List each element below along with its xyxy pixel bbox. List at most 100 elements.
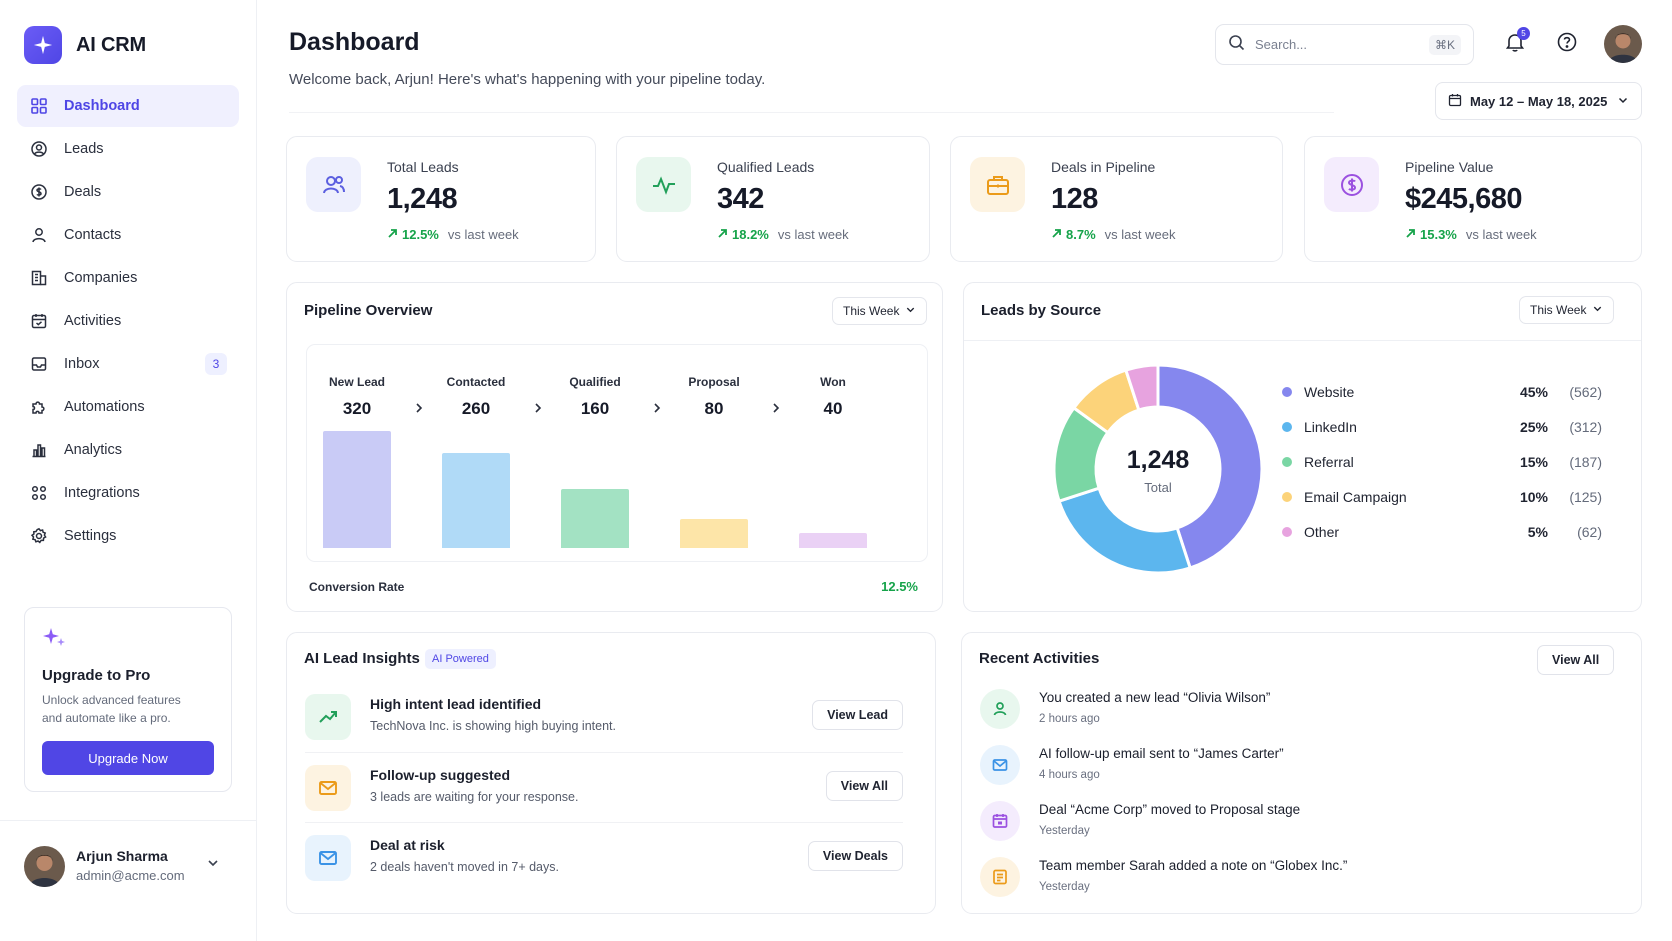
arrow-up-right-icon xyxy=(387,227,398,242)
insight-title: High intent lead identified xyxy=(370,696,542,712)
help-button[interactable] xyxy=(1554,31,1580,57)
activity-item: Deal “Acme Corp” moved to Proposal stage… xyxy=(980,798,1580,848)
date-range-picker[interactable]: May 12 – May 18, 2025 xyxy=(1435,82,1642,120)
search-placeholder: Search... xyxy=(1255,37,1308,52)
dollar-icon xyxy=(1324,157,1379,212)
insight-desc: 2 deals haven't moved in 7+ days. xyxy=(370,860,559,874)
grid-icon xyxy=(29,96,49,116)
legend-dot xyxy=(1282,422,1292,432)
donut-slice[interactable] xyxy=(1123,363,1160,412)
stat-card-deals-in-pipeline[interactable]: Deals in Pipeline 128 8.7% vs last week xyxy=(950,136,1283,262)
sidebar-item-contacts[interactable]: Contacts xyxy=(17,214,239,256)
sidebar-item-dashboard[interactable]: Dashboard xyxy=(17,85,239,127)
sidebar-item-deals[interactable]: Deals xyxy=(17,171,239,213)
sidebar-item-integrations[interactable]: Integrations xyxy=(17,472,239,514)
activity-item: You created a new lead “Olivia Wilson” 2… xyxy=(980,686,1580,736)
pipeline-bar[interactable] xyxy=(799,533,867,548)
pipeline-period-dropdown[interactable]: This Week xyxy=(832,297,928,325)
sidebar-item-label: Settings xyxy=(64,528,117,544)
pipeline-stage-label: Qualified xyxy=(569,375,621,389)
activity-time: 2 hours ago xyxy=(1039,713,1100,725)
activity-time: Yesterday xyxy=(1039,825,1090,837)
stat-trend: 18.2% vs last week xyxy=(717,227,849,242)
stat-value: 342 xyxy=(717,183,764,215)
pipeline-bar[interactable] xyxy=(323,431,391,548)
upgrade-desc: Unlock advanced features and automate lik… xyxy=(42,691,214,727)
view-deals-button[interactable]: View Deals xyxy=(807,841,903,871)
avatar[interactable] xyxy=(1604,25,1642,63)
notifications-button[interactable]: 5 xyxy=(1502,27,1530,57)
sidebar-item-analytics[interactable]: Analytics xyxy=(17,429,239,471)
stat-card-qualified-leads[interactable]: Qualified Leads 342 18.2% vs last week xyxy=(616,136,930,262)
legend-percent: 45% xyxy=(1519,384,1548,400)
legend-label: Other xyxy=(1304,524,1340,540)
ai-lead-insights-card: AI Lead Insights AI Powered High intent … xyxy=(286,632,936,914)
stat-card-pipeline-value[interactable]: Pipeline Value $245,680 15.3% vs last wee… xyxy=(1304,136,1642,262)
stat-trend-pct: 15.3% xyxy=(1420,227,1457,242)
calendar-icon xyxy=(1448,93,1462,110)
insight-item: Deal at risk 2 deals haven't moved in 7+… xyxy=(305,829,903,891)
search-input[interactable]: Search... ⌘K xyxy=(1215,24,1474,65)
stat-value: $245,680 xyxy=(1405,183,1522,215)
stat-card-total-leads[interactable]: Total Leads 1,248 12.5% vs last week xyxy=(286,136,596,262)
card-title: Pipeline Overview xyxy=(304,302,433,319)
legend-label: LinkedIn xyxy=(1304,419,1357,435)
sidebar-item-label: Automations xyxy=(64,399,145,415)
chevron-right-icon xyxy=(651,401,663,420)
donut-slice[interactable] xyxy=(1156,363,1264,570)
sidebar-item-label: Deals xyxy=(64,184,102,200)
pipeline-bar[interactable] xyxy=(442,453,510,548)
sidebar: AI CRM Dashboard Leads Deals Contacts Co… xyxy=(0,0,257,941)
view-lead-button[interactable]: View Lead xyxy=(812,700,903,730)
chevron-down-icon[interactable] xyxy=(206,856,220,875)
leads-source-period-dropdown[interactable]: This Week xyxy=(1519,296,1615,324)
legend-percent: 5% xyxy=(1527,524,1548,540)
sidebar-item-companies[interactable]: Companies xyxy=(17,257,239,299)
sidebar-item-label: Dashboard xyxy=(64,98,140,114)
upgrade-now-button[interactable]: Upgrade Now xyxy=(42,741,214,775)
brand[interactable]: AI CRM xyxy=(24,26,146,64)
legend-percent: 25% xyxy=(1519,419,1548,435)
pipeline-stage-label: Proposal xyxy=(688,375,740,389)
user-profile[interactable]: Arjun Sharma admin@acme.com xyxy=(0,820,257,941)
card-divider xyxy=(964,340,1641,341)
sidebar-item-leads[interactable]: Leads xyxy=(17,128,239,170)
insight-item: High intent lead identified TechNova Inc… xyxy=(305,688,903,750)
activity-item: Team member Sarah added a note on “Globe… xyxy=(980,854,1580,904)
legend-percent: 15% xyxy=(1519,454,1548,470)
insight-title: Follow-up suggested xyxy=(370,767,510,783)
legend-dot xyxy=(1282,457,1292,467)
pipeline-bar[interactable] xyxy=(561,489,629,548)
legend-percent: 10% xyxy=(1519,489,1548,505)
sidebar-item-label: Contacts xyxy=(64,227,122,243)
sidebar-item-label: Inbox xyxy=(64,356,100,372)
search-icon xyxy=(1228,34,1245,56)
sidebar-item-inbox[interactable]: Inbox 3 xyxy=(17,343,239,385)
sidebar-item-activities[interactable]: Activities xyxy=(17,300,239,342)
insight-desc: 3 leads are waiting for your response. xyxy=(370,790,579,804)
avatar xyxy=(24,846,65,887)
page-title: Dashboard xyxy=(289,28,420,56)
donut-slice[interactable] xyxy=(1057,486,1193,575)
sidebar-item-settings[interactable]: Settings xyxy=(17,515,239,557)
card-title: Leads by Source xyxy=(981,302,1102,319)
header-divider xyxy=(289,112,1334,113)
sidebar-item-label: Analytics xyxy=(64,442,123,458)
divider xyxy=(305,752,903,753)
view-all-leads-button[interactable]: View All xyxy=(825,771,903,801)
pipeline-bar[interactable] xyxy=(680,519,748,548)
insight-item: Follow-up suggested 3 leads are waiting … xyxy=(305,759,903,821)
chevron-right-icon xyxy=(770,401,782,420)
view-all-activities-button[interactable]: View All xyxy=(1537,645,1615,675)
sidebar-item-automations[interactable]: Automations xyxy=(17,386,239,428)
pipeline-stage-label: Contacted xyxy=(446,375,506,389)
stat-trend-suffix: vs last week xyxy=(777,227,849,242)
legend-count: (187) xyxy=(1569,454,1602,470)
user-add-icon xyxy=(980,689,1020,729)
gear-icon xyxy=(29,526,49,546)
integrations-icon xyxy=(29,483,49,503)
legend-row: Referral 15% (187) xyxy=(1282,450,1602,474)
pulse-icon xyxy=(636,157,691,212)
donut-total-label: Total xyxy=(1144,480,1172,495)
calendar-icon xyxy=(980,801,1020,841)
